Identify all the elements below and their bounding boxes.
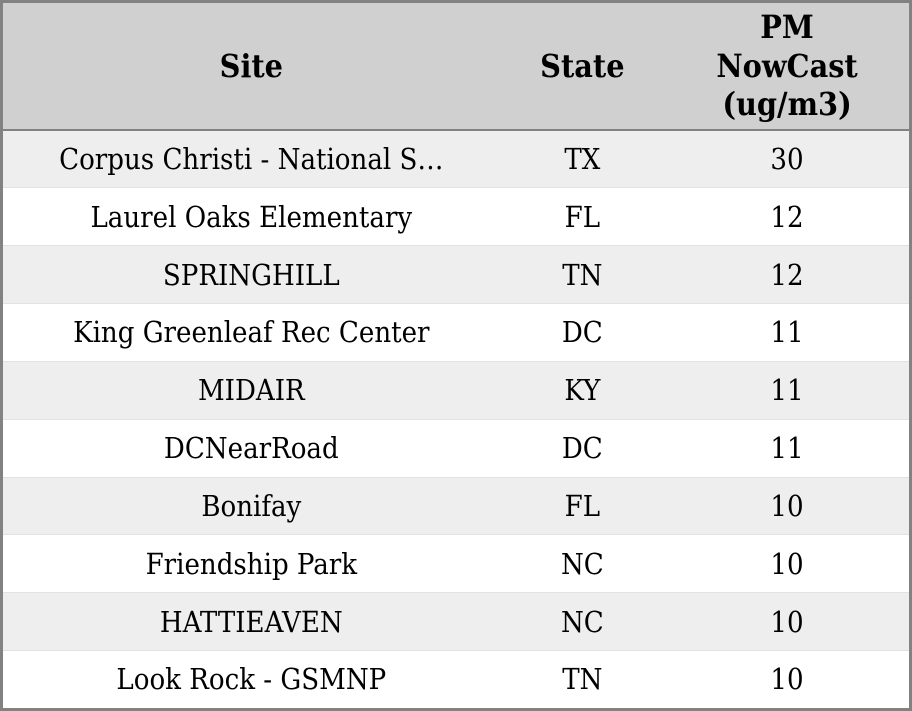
state-cell: DC <box>499 303 666 362</box>
site-cell: King Greenleaf Rec Center <box>1 303 500 362</box>
state-cell: NC <box>499 592 666 651</box>
site-cell: Corpus Christi - National S… <box>1 128 500 188</box>
state-cell: NC <box>499 534 666 593</box>
value-cell: 30 <box>665 128 911 188</box>
state-cell: FL <box>499 476 666 535</box>
table-row: HATTIEAVEN NC 10 <box>1 592 911 651</box>
state-cell: FL <box>499 187 666 246</box>
site-cell: Laurel Oaks Elementary <box>1 187 500 246</box>
table-header: Site State PM NowCast (ug/m3) <box>1 1 911 131</box>
site-cell: HATTIEAVEN <box>1 592 500 651</box>
site-cell: Look Rock - GSMNP <box>1 649 500 710</box>
column-header-site: Site <box>1 1 500 131</box>
table-row: Laurel Oaks Elementary FL 12 <box>1 187 911 246</box>
state-cell: TN <box>499 649 666 710</box>
table-row: Corpus Christi - National S… TX 30 <box>1 128 911 188</box>
table-row: Bonifay FL 10 <box>1 476 911 535</box>
state-cell: KY <box>499 360 666 420</box>
value-cell: 10 <box>665 649 911 710</box>
value-cell: 11 <box>665 418 911 477</box>
column-header-pm-nowcast: PM NowCast (ug/m3) <box>665 1 911 131</box>
site-cell: Bonifay <box>1 476 500 535</box>
value-cell: 12 <box>665 245 911 304</box>
table-body: Corpus Christi - National S… TX 30 Laure… <box>1 128 911 710</box>
site-cell: SPRINGHILL <box>1 245 500 304</box>
state-cell: TX <box>499 128 666 188</box>
table-row: DCNearRoad DC 11 <box>1 418 911 477</box>
header-row: Site State PM NowCast (ug/m3) <box>1 1 911 131</box>
state-cell: DC <box>499 418 666 477</box>
site-cell: Friendship Park <box>1 534 500 593</box>
table-row: Look Rock - GSMNP TN 10 <box>1 649 911 710</box>
column-header-state: State <box>499 1 666 131</box>
site-cell: MIDAIR <box>1 360 500 420</box>
value-cell: 11 <box>665 303 911 362</box>
value-cell: 10 <box>665 476 911 535</box>
value-cell: 10 <box>665 592 911 651</box>
table-row: SPRINGHILL TN 12 <box>1 245 911 304</box>
value-cell: 12 <box>665 187 911 246</box>
value-cell: 11 <box>665 360 911 420</box>
value-cell: 10 <box>665 534 911 593</box>
table-row: Friendship Park NC 10 <box>1 534 911 593</box>
table-row: King Greenleaf Rec Center DC 11 <box>1 303 911 362</box>
state-cell: TN <box>499 245 666 304</box>
table-row: MIDAIR KY 11 <box>1 360 911 420</box>
site-cell: DCNearRoad <box>1 418 500 477</box>
